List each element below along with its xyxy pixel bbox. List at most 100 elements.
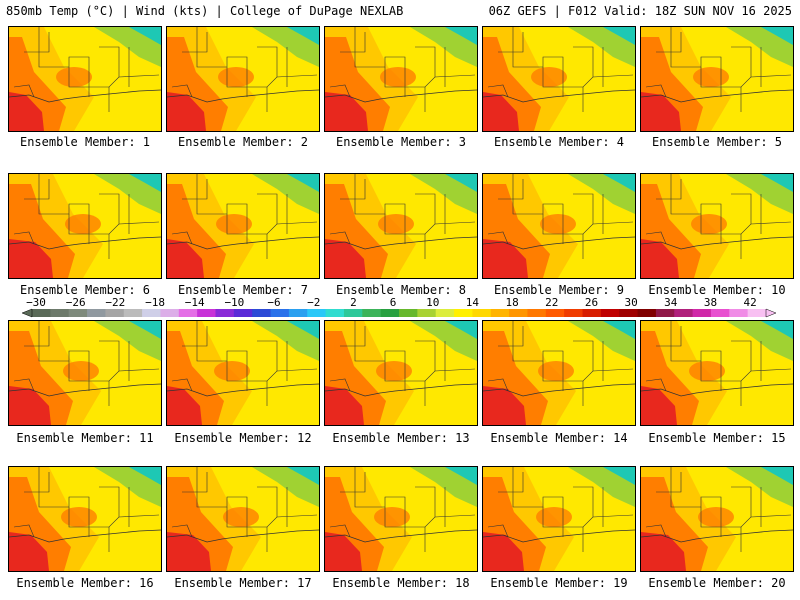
colorbar-swatch: [435, 309, 455, 317]
colorbar-label: −14: [185, 296, 205, 309]
colorbar-swatch: [472, 309, 492, 317]
colorbar-swatch: [178, 309, 198, 317]
colorbar-left-arrow: [21, 308, 33, 318]
member-map-18: [324, 466, 478, 572]
member-caption-6: Ensemble Member: 6: [19, 283, 151, 297]
colorbar-label: 34: [664, 296, 678, 309]
colorbar-swatch: [160, 309, 180, 317]
colorbar-swatch: [710, 309, 730, 317]
member-caption-19: Ensemble Member: 19: [490, 576, 628, 590]
member-caption-11: Ensemble Member: 11: [16, 431, 154, 445]
member-map-20: [640, 466, 794, 572]
member-caption-18: Ensemble Member: 18: [332, 576, 470, 590]
member-map-16: [8, 466, 162, 572]
member-map-1: [8, 26, 162, 132]
member-caption-12: Ensemble Member: 12: [174, 431, 312, 445]
member-caption-8: Ensemble Member: 8: [335, 283, 467, 297]
colorbar-label: 42: [744, 296, 757, 309]
colorbar-label: 18: [505, 296, 518, 309]
colorbar-swatch: [325, 309, 345, 317]
member-map-8: [324, 173, 478, 279]
member-caption-1: Ensemble Member: 1: [19, 135, 151, 149]
member-map-15: [640, 320, 794, 426]
member-map-3: [324, 26, 478, 132]
colorbar-label: −18: [145, 296, 165, 309]
colorbar-swatch: [105, 309, 125, 317]
colorbar-swatch: [600, 309, 620, 317]
colorbar-swatch: [362, 309, 382, 317]
member-caption-7: Ensemble Member: 7: [177, 283, 309, 297]
colorbar-swatch: [252, 309, 272, 317]
member-map-2: [166, 26, 320, 132]
colorbar-label: 30: [625, 296, 638, 309]
colorbar-label: 14: [466, 296, 480, 309]
colorbar-swatch: [288, 309, 308, 317]
colorbar-swatch: [123, 309, 143, 317]
colorbar-label: −30: [26, 296, 46, 309]
colorbar-swatch: [509, 309, 528, 317]
colorbar-swatch: [747, 309, 767, 317]
colorbar-label: 26: [585, 296, 598, 309]
colorbar-swatch: [68, 309, 88, 317]
member-caption-14: Ensemble Member: 14: [490, 431, 628, 445]
member-map-14: [482, 320, 636, 426]
colorbar-swatch: [454, 309, 473, 317]
member-map-9: [482, 173, 636, 279]
member-map-7: [166, 173, 320, 279]
colorbar-swatch: [674, 309, 694, 317]
colorbar-swatch: [233, 309, 253, 317]
colorbar-swatch: [729, 309, 749, 317]
colorbar-swatch: [692, 309, 712, 317]
colorbar-right-arrow: [765, 308, 777, 318]
member-map-17: [166, 466, 320, 572]
member-map-12: [166, 320, 320, 426]
colorbar-swatch: [582, 309, 602, 317]
colorbar-label: 6: [390, 296, 397, 309]
member-map-11: [8, 320, 162, 426]
colorbar-label: 22: [545, 296, 558, 309]
colorbar-label: −2: [307, 296, 320, 309]
colorbar-label: −26: [66, 296, 86, 309]
colorbar-swatch: [637, 309, 657, 317]
member-map-13: [324, 320, 478, 426]
member-caption-16: Ensemble Member: 16: [16, 576, 154, 590]
colorbar-swatch: [87, 309, 106, 317]
colorbar-label: 10: [426, 296, 439, 309]
colorbar-swatch: [619, 309, 639, 317]
colorbar-swatch: [50, 309, 70, 317]
colorbar: −30 −26 −22 −18 −14 −10 −6 −2 2 6 10 14 18 22 26 30 34 38…: [21, 296, 777, 318]
member-caption-3: Ensemble Member: 3: [335, 135, 467, 149]
colorbar-swatch: [380, 309, 400, 317]
colorbar-label: 38: [704, 296, 717, 309]
colorbar-swatch: [32, 309, 51, 317]
member-map-19: [482, 466, 636, 572]
colorbar-swatch: [307, 309, 327, 317]
map-title: 850mb Temp (°C) | Wind (kts) | College o…: [6, 4, 404, 18]
colorbar-swatch: [270, 309, 290, 317]
member-caption-9: Ensemble Member: 9: [493, 283, 625, 297]
colorbar-swatch: [490, 309, 510, 317]
member-caption-20: Ensemble Member: 20: [648, 576, 786, 590]
member-caption-15: Ensemble Member: 15: [648, 431, 786, 445]
colorbar-swatch: [343, 309, 363, 317]
colorbar-swatch: [197, 309, 216, 317]
colorbar-swatch: [655, 309, 675, 317]
colorbar-swatch: [215, 309, 235, 317]
colorbar-swatch: [142, 309, 161, 317]
colorbar-label: 2: [350, 296, 357, 309]
colorbar-swatch: [564, 309, 583, 317]
member-caption-2: Ensemble Member: 2: [177, 135, 309, 149]
member-map-10: [640, 173, 794, 279]
colorbar-swatch: [545, 309, 565, 317]
colorbar-swatch: [527, 309, 547, 317]
colorbar-label: −22: [105, 296, 125, 309]
colorbar-swatch: [399, 309, 418, 317]
colorbar-label: −6: [267, 296, 280, 309]
member-map-5: [640, 26, 794, 132]
member-map-6: [8, 173, 162, 279]
member-map-4: [482, 26, 636, 132]
valid-time: 06Z GEFS | F012 Valid: 18Z SUN NOV 16 20…: [488, 4, 792, 18]
colorbar-swatch: [417, 309, 437, 317]
member-caption-4: Ensemble Member: 4: [493, 135, 625, 149]
member-caption-10: Ensemble Member: 10: [648, 283, 786, 297]
